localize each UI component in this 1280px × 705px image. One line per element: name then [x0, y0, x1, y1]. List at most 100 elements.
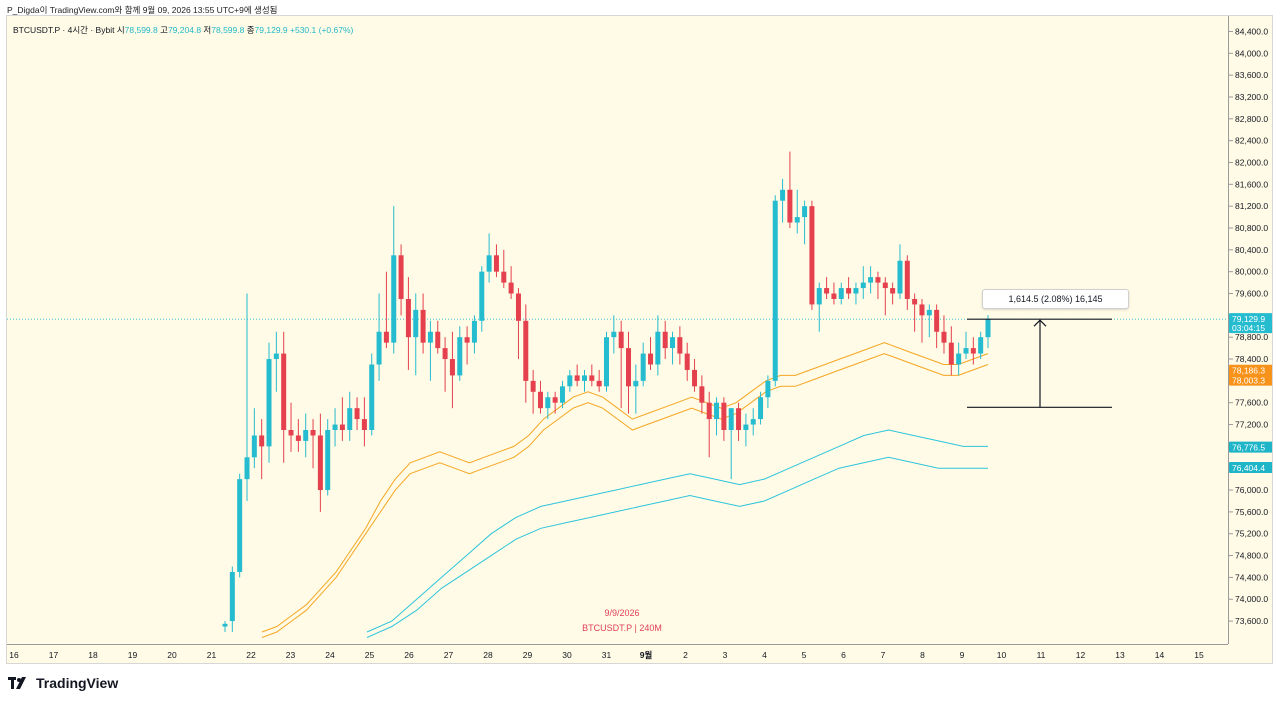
candle-body: [237, 479, 243, 572]
price-tick-label: 73,600.0: [1235, 616, 1268, 626]
candle-body: [369, 364, 375, 430]
symbol-legend: BTCUSDT.P · 4시간 · Bybit 시78,599.8 고79,20…: [13, 24, 353, 36]
price-badge-label: 76,776.5: [1232, 443, 1265, 453]
time-tick-label: 20: [167, 650, 177, 660]
cyan-band-lower: [366, 456, 988, 638]
price-tick-label: 81,600.0: [1235, 179, 1268, 189]
legend-open-label: 시: [116, 25, 125, 35]
watermark-symbol: BTCUSDT.P | 240M: [582, 623, 662, 633]
candle-body: [266, 359, 272, 447]
candle-body: [332, 424, 338, 430]
candle-body: [251, 435, 257, 458]
orange-band-lower: [261, 353, 989, 638]
candle-body: [435, 331, 441, 349]
candle-body: [743, 424, 749, 430]
candle-body: [391, 255, 397, 343]
legend-change: +530.1 (+0.67%): [290, 25, 354, 35]
time-tick-label: 31: [602, 650, 612, 660]
time-tick-label: 30: [562, 650, 572, 660]
price-badge-bg: [1229, 364, 1272, 376]
candle-body: [882, 282, 888, 289]
price-tick-label: 74,400.0: [1235, 572, 1268, 582]
candle-body: [567, 375, 573, 387]
price-chart-svg[interactable]: [7, 16, 1227, 644]
time-tick-label: 5: [802, 650, 807, 660]
candle-body: [325, 430, 331, 491]
candle-body: [611, 331, 617, 338]
candle-body: [963, 348, 969, 354]
price-tick-label: 80,800.0: [1235, 223, 1268, 233]
candle-body: [926, 309, 932, 316]
price-badge-bg: [1229, 461, 1272, 473]
candle-body: [471, 320, 477, 343]
candle-body: [383, 331, 389, 343]
price-tick-label: 80,400.0: [1235, 245, 1268, 255]
chart-caption: P_Digda이 TradingView.com와 함께 9월 09, 2026…: [7, 5, 278, 15]
candle-body: [655, 331, 661, 365]
price-badge: 78,003.3: [1229, 374, 1272, 386]
candle-body: [802, 206, 808, 218]
measure-tool-label[interactable]: 1,614.5 (2.08%) 16,145: [982, 289, 1129, 309]
time-tick-label: 21: [207, 650, 217, 660]
candle-body: [229, 571, 235, 622]
candle-body: [633, 380, 639, 387]
price-axis[interactable]: 84,400.0 84,000.0 83,600.0 83,200.0 82,800.0…: [1228, 16, 1272, 644]
candle-body: [809, 206, 815, 305]
candle-body: [868, 277, 874, 283]
price-tick-label: 79,600.0: [1235, 289, 1268, 299]
time-tick-label: 23: [286, 650, 296, 660]
price-badge: 76,776.5: [1229, 441, 1272, 453]
candle-body: [970, 348, 976, 354]
price-tick-label: 84,000.0: [1235, 48, 1268, 58]
candle-body: [222, 623, 228, 627]
price-badge-bg: [1229, 313, 1272, 334]
candle-body: [794, 217, 800, 223]
candle-body: [750, 419, 756, 425]
chart-watermark: 9/9/2026 BTCUSDT.P | 240M: [547, 606, 697, 636]
time-axis[interactable]: 16 17 18 19 20 21 22 23 24 25 26 27 28 29 30 31 9월 2 3 4 5 6 7…: [7, 644, 1228, 663]
time-tick-label: 29: [523, 650, 533, 660]
time-tick-label: 3: [723, 650, 728, 660]
candle-body: [244, 457, 250, 480]
legend-high: 79,204.8: [167, 25, 202, 35]
price-tick-label: 82,400.0: [1235, 136, 1268, 146]
candle-body: [904, 260, 910, 299]
price-badge-label: 76,404.4: [1232, 463, 1265, 473]
time-tick-label: 24: [325, 650, 335, 660]
candle-body: [552, 397, 558, 403]
candle-body: [347, 408, 353, 430]
price-badge-bg: [1229, 441, 1272, 453]
candle-body: [457, 337, 463, 376]
legend-high-label: 고: [160, 25, 168, 35]
plot-area[interactable]: BTCUSDT.P · 4시간 · Bybit 시78,599.8 고79,20…: [7, 16, 1227, 644]
candle-body: [758, 397, 764, 420]
candle-body: [956, 353, 962, 365]
legend-low-label: 저: [203, 25, 212, 35]
candle-body: [559, 386, 565, 403]
candle-body: [948, 342, 954, 365]
legend-close: 79,129.9: [254, 25, 288, 35]
price-tick-label: 75,600.0: [1235, 507, 1268, 517]
candle-body: [626, 348, 632, 387]
price-tick-label: 77,600.0: [1235, 398, 1268, 408]
candle-body: [405, 298, 411, 338]
candle-body: [934, 309, 940, 332]
time-tick-label: 4: [762, 650, 767, 660]
candle-body: [824, 288, 830, 294]
candle-body: [912, 298, 918, 305]
candle-body: [295, 435, 301, 441]
watermark-date: 9/9/2026: [604, 608, 640, 618]
time-tick-label: 11: [1037, 650, 1046, 660]
time-tick-label: 2: [683, 650, 688, 660]
candle-body: [890, 288, 896, 294]
candle-body: [714, 402, 720, 420]
price-badge-label: 78,186.3: [1232, 366, 1265, 376]
time-tick-label: 10: [997, 650, 1007, 660]
time-tick-label: 18: [88, 650, 98, 660]
candle-body: [464, 337, 470, 343]
price-badge: 78,186.3: [1229, 364, 1272, 376]
candle-body: [706, 402, 712, 420]
price-badge-label: 79,129.9: [1232, 314, 1265, 324]
tradingview-brand[interactable]: TradingView: [8, 675, 118, 691]
candle-body: [515, 293, 521, 321]
